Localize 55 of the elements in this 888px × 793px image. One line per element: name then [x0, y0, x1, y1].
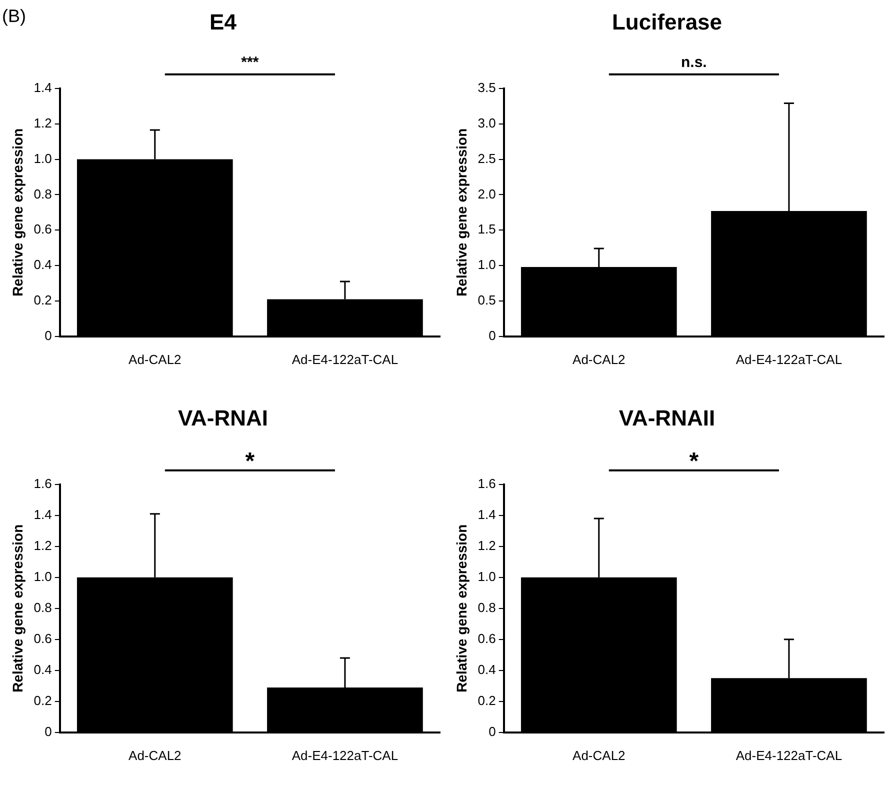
x-tick-label: Ad-E4-122aT-CAL [736, 748, 842, 763]
x-tick-label: Ad-CAL2 [572, 748, 626, 763]
x-tick-label: Ad-CAL2 [128, 352, 182, 367]
y-tick-label: 1.4 [34, 506, 52, 522]
chart-title: VA-RNAII [618, 405, 716, 430]
y-tick-label: 0.6 [478, 630, 496, 646]
y-tick-label: 0.6 [34, 222, 52, 237]
y-tick-label: 0.8 [478, 600, 496, 615]
y-tick-label: 0.2 [34, 692, 52, 708]
y-tick-label: 0.6 [34, 630, 52, 646]
text: * [245, 448, 256, 476]
chart-title: E4 [210, 9, 238, 34]
y-tick-label: 2.5 [478, 150, 496, 166]
y-axis-title: Relative gene expression [9, 128, 26, 296]
y-tick-label: 0.4 [34, 662, 52, 677]
y-tick-label: 3.5 [478, 80, 496, 95]
y-tick-label: 1.6 [478, 476, 496, 491]
y-tick-label: 1.5 [478, 222, 496, 237]
y-axis-title: Relative gene expression [9, 524, 26, 692]
y-tick-label: 2.0 [478, 186, 496, 202]
y-tick-label: 1.0 [34, 150, 52, 166]
x-tick-label: Ad-E4-122aT-CAL [292, 352, 398, 367]
x-tick-label: Ad-E4-122aT-CAL [292, 748, 398, 763]
y-tick-label: 0.2 [478, 692, 496, 708]
y-tick-label: 0.8 [34, 600, 52, 615]
y-tick-label: 1.4 [478, 506, 496, 522]
y-tick-label: 0.4 [34, 257, 52, 272]
chart-title: VA-RNAI [178, 405, 268, 430]
y-tick-label: 1.2 [478, 538, 496, 553]
x-tick-label: Ad-CAL2 [572, 352, 626, 367]
text: * [689, 448, 700, 476]
y-tick-label: 0 [44, 724, 52, 739]
y-tick-label: 0.4 [478, 662, 496, 677]
y-tick-label: 1.4 [34, 80, 52, 95]
y-tick-label: 1.6 [34, 476, 52, 491]
y-tick-label: 0.8 [34, 186, 52, 202]
text: n.s. [681, 54, 707, 72]
y-axis-title: Relative gene expression [453, 524, 470, 692]
x-tick-label: Ad-E4-122aT-CAL [736, 352, 842, 367]
y-tick-label: 1.0 [34, 568, 52, 584]
y-tick-label: 1.0 [478, 568, 496, 584]
y-tick-label: 0 [488, 724, 496, 739]
y-tick-label: 3.0 [478, 115, 496, 130]
x-tick-label: Ad-CAL2 [128, 748, 182, 763]
y-tick-label: 0 [488, 328, 496, 343]
y-tick-label: 1.2 [34, 115, 52, 130]
y-tick-label: 0 [44, 328, 52, 343]
y-tick-label: 1.2 [34, 538, 52, 553]
y-tick-label: 0.5 [478, 292, 496, 308]
text: (B) [2, 6, 26, 26]
y-tick-label: 1.0 [478, 257, 496, 272]
chart-title: Luciferase [612, 9, 722, 34]
text: *** [241, 54, 259, 72]
y-tick-label: 0.2 [34, 292, 52, 308]
y-axis-title: Relative gene expression [453, 128, 470, 296]
